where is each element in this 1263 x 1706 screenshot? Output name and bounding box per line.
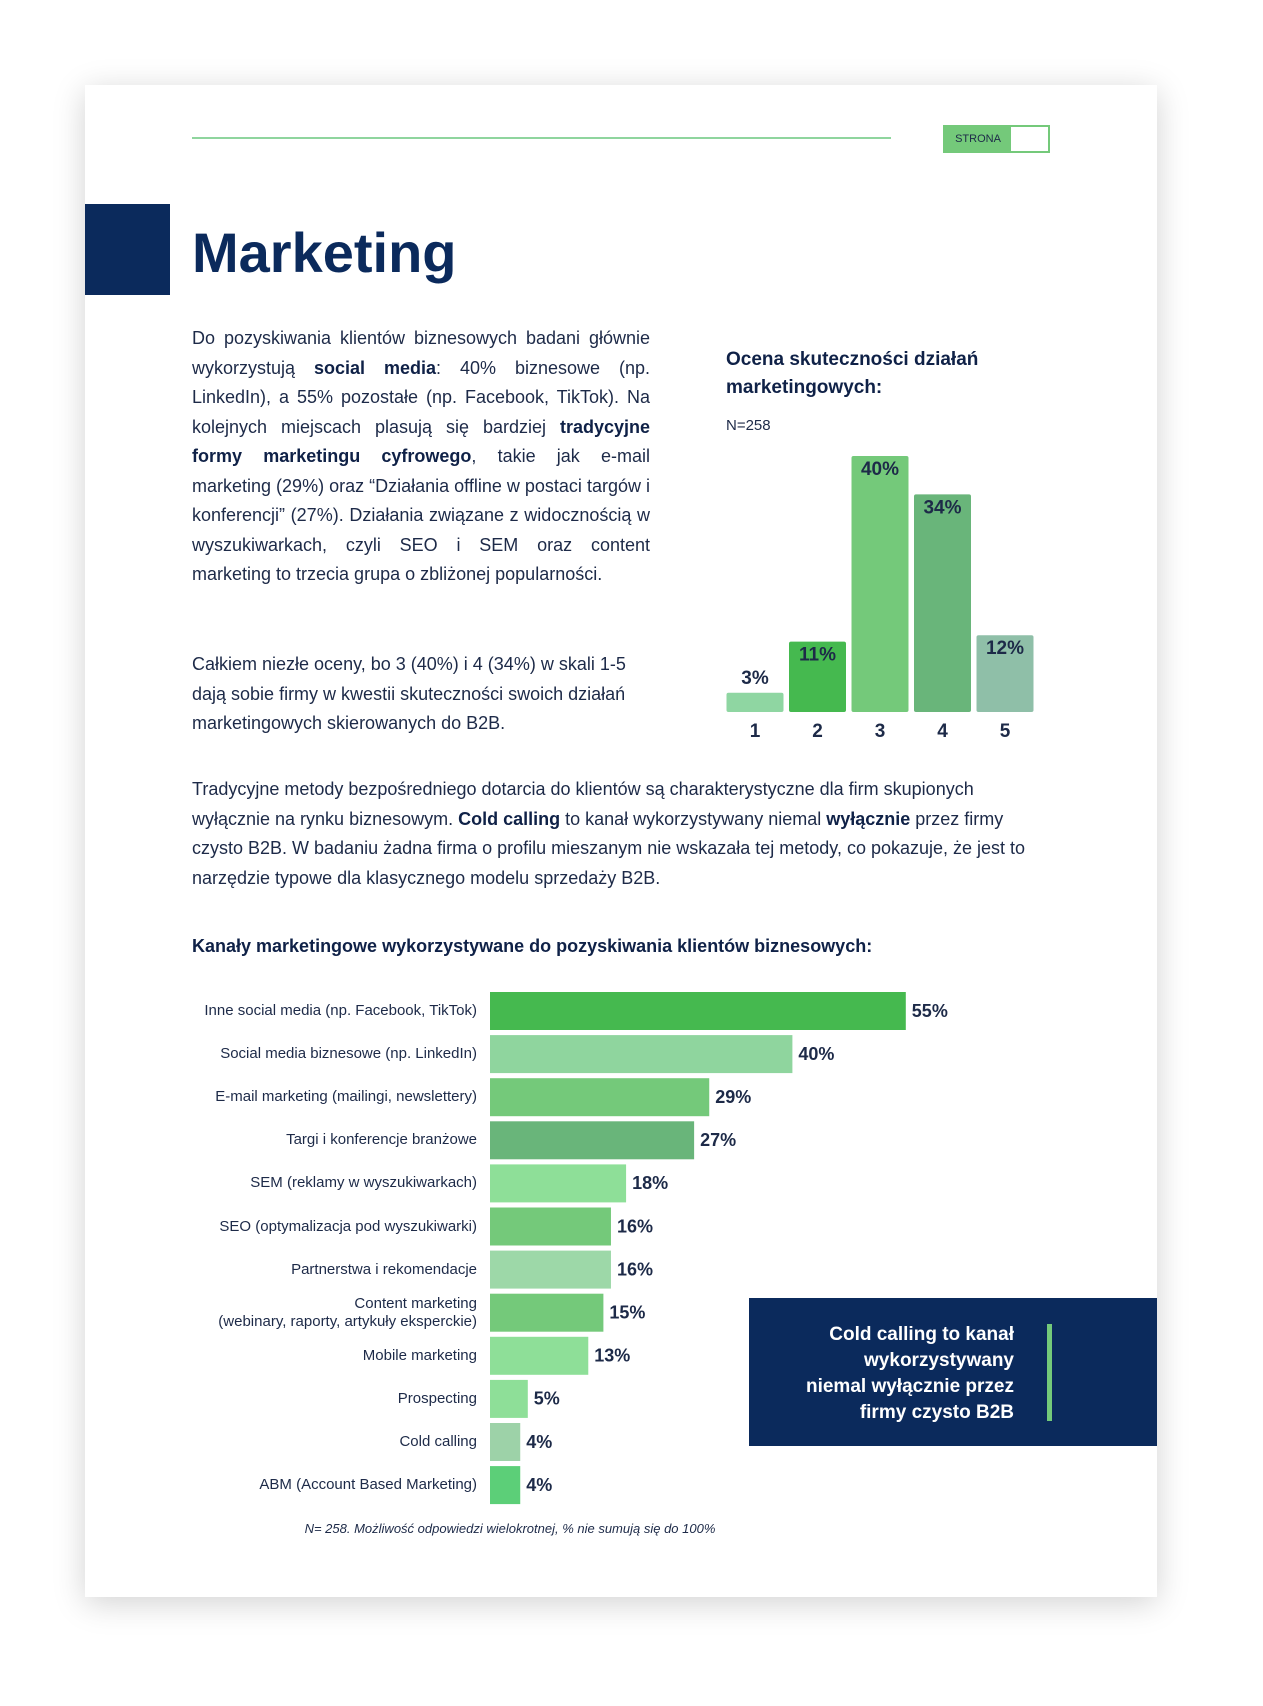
chart-title: Kanały marketingowe wykorzystywane do po… <box>192 936 873 956</box>
value-label: 18% <box>632 1173 668 1193</box>
value-label: 11% <box>799 645 836 666</box>
bar <box>789 641 846 712</box>
text-run: Do pozyskiwania klientów biznesowych bad… <box>192 328 650 378</box>
page-box: STRONA <box>943 125 1050 153</box>
value-label: 55% <box>912 1001 948 1021</box>
bar <box>490 1207 611 1246</box>
x-tick-label: 2 <box>812 721 823 742</box>
text-run: Tradycyjne metody bezpośredniego dotarci… <box>192 779 974 829</box>
bar <box>490 1035 793 1074</box>
callout-accent <box>1047 1324 1052 1421</box>
value-label: 15% <box>609 1302 645 1322</box>
bold-run: Cold calling <box>458 808 561 829</box>
value-label: 4% <box>526 1475 552 1495</box>
bar <box>490 1078 710 1117</box>
y-tick-label: Mobile marketing <box>362 1346 477 1364</box>
title-block <box>85 204 170 295</box>
bold-run: wyłącznie <box>826 808 911 829</box>
callout: Cold calling to kanał wykorzystywany niema… <box>749 1298 1157 1446</box>
x-tick-label: 5 <box>1000 721 1011 742</box>
y-tick-label: Inne social media (np. Facebook, TikTok) <box>204 1002 477 1019</box>
bar <box>490 1293 604 1332</box>
value-label: 16% <box>617 1216 653 1236</box>
value-label: 5% <box>534 1389 560 1409</box>
text-run: to kanał wykorzystywany niemal <box>560 808 827 829</box>
paragraph: Do pozyskiwania klientów biznesowych bad… <box>192 324 650 590</box>
y-tick-label: Partnerstwa i rekomendacje <box>291 1260 477 1278</box>
bold-run: tradycyjne formy marketingu cyfrowego <box>192 416 650 467</box>
paragraph: Tradycyjne metody bezpośredniego dotarci… <box>192 775 1042 893</box>
value-label: 13% <box>594 1346 630 1366</box>
header-rule <box>192 137 891 139</box>
x-tick-label: 3 <box>875 721 886 742</box>
text-run: , takie jak e-mail marketing (29%) oraz … <box>192 446 650 584</box>
callout-line: Cold calling to kanał <box>829 1324 1014 1345</box>
value-label: 34% <box>923 497 961 518</box>
bar <box>726 692 784 712</box>
y-tick-label: Social media biznesowe (np. LinkedIn) <box>220 1045 477 1063</box>
x-tick-label: 1 <box>750 721 761 742</box>
bar <box>490 1250 611 1289</box>
y-tick-label: SEO (optymalizacja pod wyszukiwarki) <box>219 1217 477 1235</box>
chart-title: Ocena skuteczności działań marketingowyc… <box>726 349 979 398</box>
bar <box>976 635 1034 712</box>
chart-note: N= 258. Możliwość odpowiedzi wielokrotne… <box>304 1521 716 1536</box>
y-tick-label: Cold calling <box>399 1433 477 1450</box>
text-run: Całkiem niezłe oceny, bo 3 (40%) i 4 (34… <box>192 654 626 733</box>
bar <box>490 1466 521 1505</box>
y-tick-label: Prospecting <box>397 1389 477 1407</box>
callout-text: Cold calling to kanał wykorzystywany niema… <box>806 1322 1014 1426</box>
callout-line: niemal wyłącznie przez <box>805 1376 1014 1397</box>
bar <box>490 992 906 1030</box>
bar <box>490 1336 589 1375</box>
bar <box>851 456 909 712</box>
bar <box>490 1423 521 1461</box>
y-tick-label: Targi i konferencje branżowe <box>286 1131 477 1149</box>
y-tick-label: E-mail marketing (mailingi, newslettery) <box>215 1088 477 1106</box>
text-run: przez firmy czysto B2B. W badaniu żadna … <box>192 808 1026 888</box>
bold-run: social media <box>314 357 437 378</box>
value-label: 40% <box>861 459 899 480</box>
y-tick-label: ABM (Account Based Marketing) <box>259 1476 477 1494</box>
page-label: STRONA <box>945 127 1011 151</box>
value-label: 27% <box>700 1130 736 1150</box>
bar <box>914 494 971 712</box>
page-title: Marketing <box>192 221 457 284</box>
value-label: 3% <box>741 668 769 689</box>
bar <box>490 1379 528 1418</box>
value-label: 29% <box>715 1087 751 1107</box>
y-tick-label: Content marketing (webinary, raporty, ar… <box>218 1294 477 1330</box>
bar <box>490 1121 695 1160</box>
callout-line: firmy czysto B2B <box>859 1402 1014 1423</box>
value-label: 16% <box>617 1259 653 1279</box>
bar <box>490 1164 627 1203</box>
x-tick-label: 4 <box>937 721 948 742</box>
y-tick-label: SEM (reklamy w wyszukiwarkach) <box>250 1174 477 1192</box>
value-label: 12% <box>986 638 1024 659</box>
chart-subtitle: N=258 <box>726 417 771 434</box>
value-label: 4% <box>526 1432 552 1452</box>
value-label: 40% <box>798 1044 834 1064</box>
paragraph: Całkiem niezłe oceny, bo 3 (40%) i 4 (34… <box>192 650 650 739</box>
callout-line: wykorzystywany <box>864 1350 1014 1371</box>
text-run: : 40% biznesowe (np. LinkedIn), a 55% po… <box>192 357 650 437</box>
